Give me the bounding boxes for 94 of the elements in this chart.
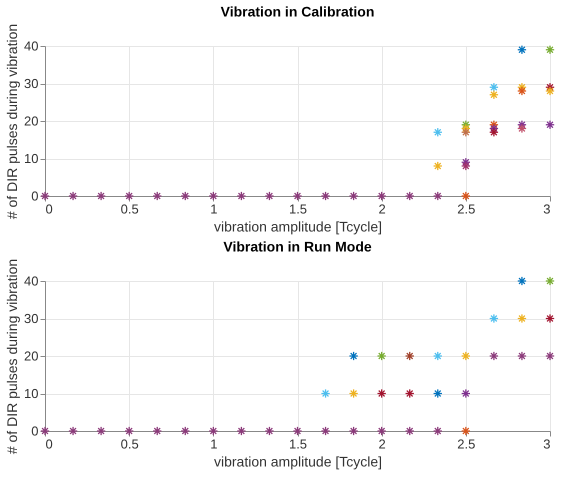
point (208, 426, 218, 436)
point (517, 44, 527, 55)
point (461, 426, 471, 436)
chart-title: Vibration in Run Mode (223, 238, 372, 254)
point (376, 388, 386, 398)
point (264, 426, 274, 436)
point (489, 127, 499, 138)
point (208, 191, 218, 201)
point (461, 388, 471, 398)
point (461, 124, 471, 134)
point (461, 161, 471, 171)
point (517, 86, 527, 96)
y-axis-title: # of DIR pulses during vibration (4, 258, 20, 454)
point (517, 276, 527, 286)
x-tick-label: 0.5 (120, 202, 139, 216)
point (68, 191, 78, 201)
point (545, 276, 555, 286)
point (376, 426, 386, 436)
point (432, 388, 443, 398)
x-tick-label: 1.5 (288, 436, 308, 452)
x-tick-label: 2 (378, 436, 386, 452)
point (461, 351, 471, 361)
point (489, 90, 499, 100)
x-tick-label: 1 (210, 202, 218, 216)
point (96, 191, 106, 201)
point (180, 426, 190, 436)
chart-title: Vibration in Calibration (220, 3, 374, 20)
point (432, 127, 443, 138)
x-tick-label: 3 (543, 436, 550, 452)
x-tick-label: 2 (378, 202, 386, 216)
y-tick-label: 30 (24, 311, 38, 326)
point (545, 120, 555, 130)
point (432, 191, 443, 201)
point (264, 191, 274, 201)
x-tick-label: 3 (543, 202, 550, 216)
point (545, 44, 555, 55)
x-tick-label: 0 (46, 436, 53, 452)
point (489, 314, 499, 324)
point (432, 351, 443, 361)
point (404, 388, 415, 398)
point (68, 426, 78, 436)
y-tick-label: 10 (24, 386, 38, 401)
point (376, 191, 386, 201)
point (432, 161, 443, 171)
y-tick-label: 40 (24, 274, 38, 288)
x-tick-label: 2.5 (457, 436, 476, 452)
point (348, 191, 358, 201)
point (404, 191, 415, 201)
y-tick-label: 20 (24, 114, 38, 128)
point (292, 426, 302, 436)
x-axis-title: vibration amplitude [Tcycle] (214, 218, 382, 234)
point (517, 351, 527, 361)
point (292, 191, 302, 201)
x-tick-label: 2.5 (457, 202, 476, 216)
y-tick-label: 30 (24, 76, 38, 91)
point (461, 191, 471, 201)
point (489, 124, 499, 134)
point (320, 426, 330, 436)
point (96, 426, 106, 436)
y-axis-title: # of DIR pulses during vibration (4, 24, 20, 220)
y-tick-label: 0 (31, 424, 38, 438)
point (152, 426, 162, 436)
x-tick-label: 1.5 (288, 202, 308, 216)
point (236, 426, 246, 436)
point (545, 86, 555, 96)
x-axis-title: vibration amplitude [Tcycle] (214, 454, 382, 470)
point (124, 426, 134, 436)
point (376, 351, 386, 361)
point (432, 426, 443, 436)
point (461, 127, 471, 138)
point (348, 426, 358, 436)
x-tick-label: 0 (46, 202, 53, 216)
point (404, 351, 415, 361)
point (180, 191, 190, 201)
point (320, 191, 330, 201)
point (489, 351, 499, 361)
x-tick-label: 0.5 (120, 436, 139, 452)
point (545, 314, 555, 324)
point (489, 82, 499, 92)
point (348, 351, 358, 361)
point (320, 388, 330, 398)
point (124, 191, 134, 201)
point (517, 314, 527, 324)
point (545, 351, 555, 361)
y-tick-label: 10 (24, 151, 38, 166)
y-tick-label: 0 (31, 188, 38, 204)
point (236, 191, 246, 201)
y-tick-label: 40 (24, 38, 38, 54)
point (404, 426, 415, 436)
point (152, 191, 162, 201)
point (348, 388, 358, 398)
point (517, 124, 527, 134)
x-tick-label: 1 (210, 436, 218, 452)
y-tick-label: 20 (24, 348, 38, 364)
